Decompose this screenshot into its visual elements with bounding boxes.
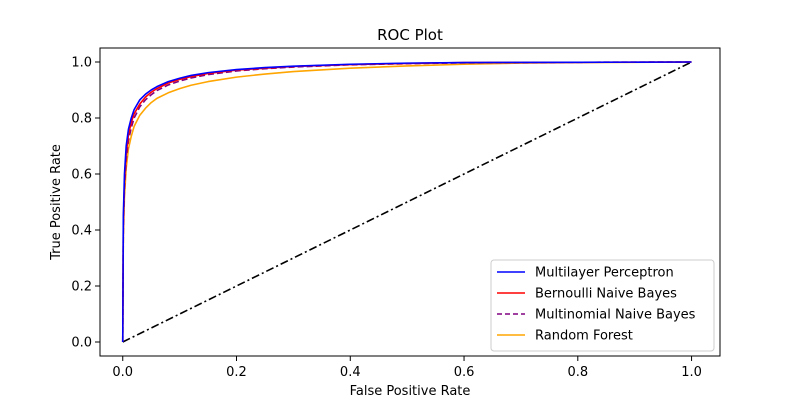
y-axis-label: True Positive Rate — [49, 144, 64, 261]
plot-frame — [99, 47, 721, 357]
series-line-multilayer-perceptron — [121, 61, 692, 343]
x-tick-label: 0.2 — [226, 365, 247, 380]
y-tick-label: 0.0 — [71, 336, 92, 351]
y-tick-label: 1.0 — [71, 56, 92, 71]
y-tick-label: 0.2 — [71, 280, 92, 295]
legend-label-random-forest: Random Forest — [535, 329, 633, 344]
y-tick-label: 0.6 — [71, 168, 92, 183]
series-line-random-forest — [121, 61, 692, 343]
legend-label-multilayer-perceptron: Multilayer Perceptron — [535, 266, 674, 281]
x-tick-label: 0.8 — [567, 365, 588, 380]
chart-title: ROC Plot — [377, 26, 443, 44]
legend-frame — [490, 259, 715, 352]
x-tick-label: 0.4 — [340, 365, 361, 380]
reference-diagonal-line — [122, 61, 692, 343]
ticks-layer: 0.0 0.2 0.4 0.6 0.8 1.0 0.0 0.2 0.4 0.6 0.8 1.0 — [71, 56, 702, 381]
series-line-multinomial-naive-bayes — [121, 61, 692, 343]
x-tick-label: 0.6 — [454, 365, 475, 380]
series-layer — [121, 61, 692, 343]
x-tick-label: 1.0 — [681, 365, 702, 380]
y-tick-label: 0.8 — [71, 112, 92, 127]
legend-label-multinomial-naive-bayes: Multinomial Naive Bayes — [535, 308, 696, 323]
x-tick-label: 0.0 — [112, 365, 133, 380]
y-tick-label: 0.4 — [71, 224, 92, 239]
legend-label-bernoulli-naive-bayes: Bernoulli Naive Bayes — [535, 287, 677, 302]
legend: Multilayer Perceptron Bernoulli Naive Bay… — [490, 259, 715, 352]
x-axis-label: False Positive Rate — [350, 384, 471, 399]
